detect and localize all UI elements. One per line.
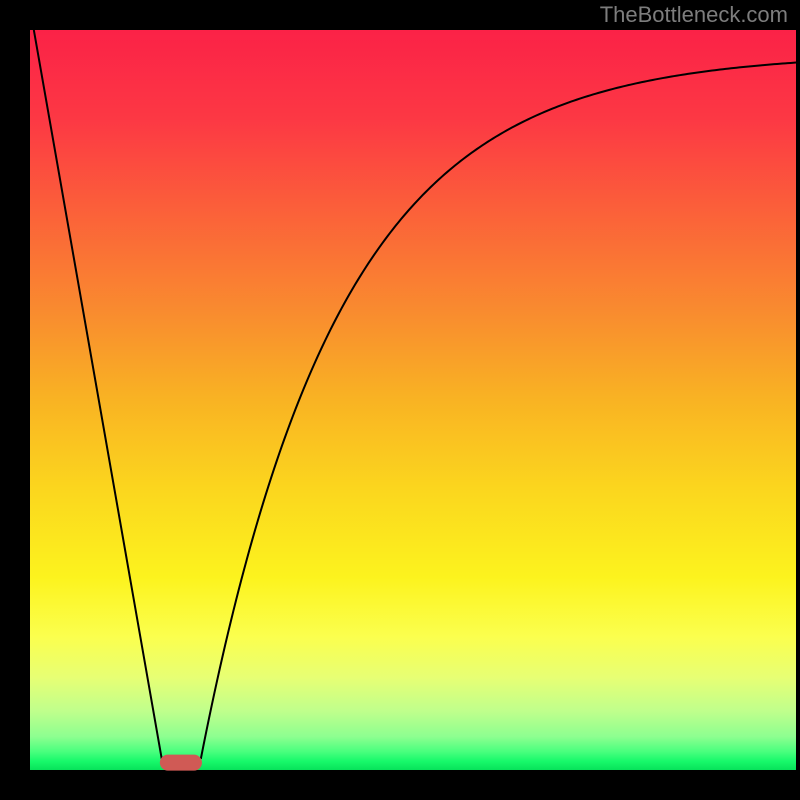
watermark-text: TheBottleneck.com [600, 2, 788, 27]
bottleneck-chart: TheBottleneck.com [0, 0, 800, 800]
optimum-marker [160, 755, 202, 771]
